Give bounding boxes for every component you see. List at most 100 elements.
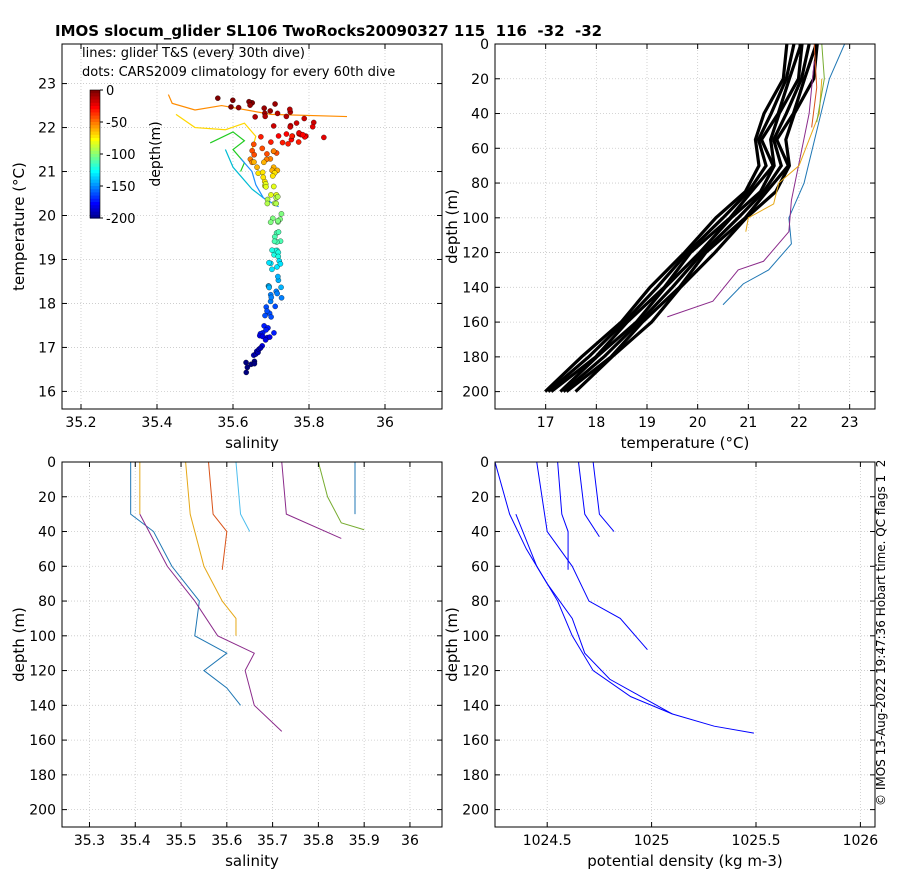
grid — [495, 43, 875, 409]
x-tick-label: 1025.5 — [731, 833, 780, 849]
climatology-dot — [301, 115, 308, 122]
climatology-dot — [263, 184, 269, 190]
climatology-dot — [272, 303, 278, 310]
series-rho-6 — [592, 462, 615, 532]
x-tick-label: 23 — [841, 415, 859, 431]
x-tick-label: 35.6 — [211, 833, 242, 849]
colorbar-segment — [90, 93, 100, 97]
x-tick-label: 20 — [689, 415, 707, 431]
annotation-text: dots: CARS2009 climatology for every 60t… — [82, 65, 395, 80]
climatology-dot — [266, 334, 273, 340]
y-tick-label: 140 — [29, 698, 56, 714]
climatology-dot — [270, 183, 277, 190]
y-tick-label: 120 — [462, 246, 489, 262]
climatology-dot — [264, 200, 271, 207]
climatology-dot — [268, 314, 274, 320]
climatology-dot — [230, 97, 236, 104]
climatology-dot — [277, 261, 284, 267]
colorbar-segment — [90, 138, 100, 142]
colorbar-segment — [90, 205, 100, 209]
x-tick-label: 35.8 — [293, 415, 324, 431]
y-tick-label: 80 — [38, 594, 56, 610]
y-tick-label: 100 — [29, 629, 56, 645]
y-tick-label: 60 — [38, 559, 56, 575]
glider-line-3 — [224, 149, 264, 199]
y-tick-label: 40 — [471, 107, 489, 123]
series-rho-2 — [515, 513, 673, 715]
y-axis-label: depth (m) — [10, 607, 28, 682]
black-profile-line — [574, 44, 819, 393]
axes-frame — [494, 461, 876, 828]
climatology-dot — [252, 114, 258, 120]
y-tick-label: 22 — [38, 121, 56, 137]
colorbar-segment — [90, 189, 100, 193]
climatology-dot — [321, 134, 327, 141]
series-cast-6 — [317, 462, 365, 531]
y-tick-label: 120 — [462, 664, 489, 680]
data-layer — [167, 94, 348, 376]
climatology-dot — [274, 264, 280, 270]
colorbar-tick-label: 0 — [106, 84, 114, 99]
climatology-dot — [243, 359, 249, 366]
x-tick-label: 35.4 — [141, 415, 172, 431]
x-tick-label: 1026 — [843, 833, 879, 849]
colorbar-segment — [90, 99, 100, 104]
grid — [495, 461, 875, 827]
colorbar-segment — [90, 163, 100, 168]
colorbar-segment — [90, 109, 100, 113]
climatology-dot — [255, 170, 262, 176]
climatology-dot — [267, 108, 273, 114]
climatology-dot — [271, 238, 278, 245]
series-dive-a — [722, 44, 846, 306]
climatology-dot — [275, 229, 282, 235]
y-tick-label: 0 — [47, 455, 56, 471]
y-tick-label: 20 — [471, 490, 489, 506]
climatology-dot — [274, 290, 280, 297]
colorbar-tick-label: -100 — [106, 148, 136, 163]
x-tick-label: 21 — [739, 415, 757, 431]
climatology-dot — [273, 200, 279, 207]
x-tick-label: 1024.5 — [523, 833, 572, 849]
climatology-dot — [287, 106, 293, 113]
x-axis-label: salinity — [225, 852, 279, 870]
y-tick-label: 200 — [29, 803, 56, 819]
glider-line-0 — [167, 94, 348, 118]
y-axis-label: temperature (°C) — [10, 162, 28, 291]
climatology-dot — [285, 141, 291, 147]
colorbar-segment — [90, 208, 100, 213]
y-tick-label: 100 — [462, 211, 489, 227]
y-tick-label: 23 — [38, 77, 56, 93]
colorbar-segment — [90, 128, 100, 133]
colorbar-segment — [90, 154, 100, 158]
climatology-dot — [263, 327, 269, 333]
x-tick-label: 1025 — [634, 833, 670, 849]
colorbar-tick-label: -150 — [106, 180, 136, 195]
climatology-dot — [266, 284, 272, 291]
climatology-dot — [269, 173, 276, 179]
data-layer — [495, 462, 754, 734]
climatology-dot — [278, 211, 285, 217]
x-tick-label: 36 — [376, 415, 394, 431]
climatology-dot — [243, 369, 250, 376]
climatology-dot — [260, 174, 267, 181]
series-rho-1 — [495, 462, 754, 734]
series-rho-3 — [536, 462, 648, 651]
x-tick-label: 19 — [638, 415, 656, 431]
climatology-dot — [278, 284, 284, 291]
climatology-dot — [270, 123, 277, 129]
glider-line-1 — [175, 113, 257, 150]
climatology-dot — [257, 345, 264, 351]
data-layer — [130, 462, 365, 732]
y-tick-label: 180 — [462, 768, 489, 784]
colorbar-segment — [90, 150, 100, 155]
panel-density_profile: 1024.5 1025 1025.5 1026 0 20 40 60 80 100 120 140 16… — [443, 455, 878, 870]
climatology-dot — [270, 148, 277, 154]
colorbar-segment — [90, 160, 100, 165]
x-tick-label: 35.2 — [65, 415, 96, 431]
colorbar-segment — [90, 141, 100, 145]
y-tick-label: 19 — [38, 252, 56, 268]
y-tick-label: 80 — [471, 176, 489, 192]
y-tick-label: 20 — [38, 209, 56, 225]
series-rho-5 — [578, 462, 600, 538]
y-tick-label: 120 — [29, 664, 56, 680]
